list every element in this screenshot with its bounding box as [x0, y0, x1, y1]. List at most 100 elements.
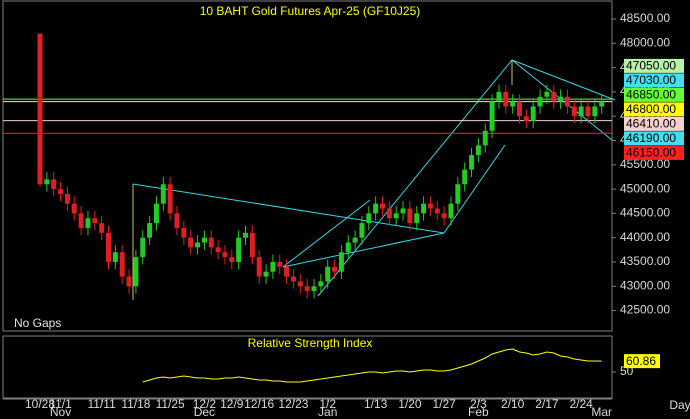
- x-tick-label: 11/25: [156, 397, 185, 411]
- candle-body: [236, 237, 242, 262]
- x-unit: Day: [669, 398, 690, 412]
- month-label: Nov: [50, 405, 71, 419]
- candle-body: [523, 116, 529, 122]
- y-tick-label: 48000.00: [620, 35, 670, 49]
- x-tick-label: 10/28: [25, 397, 55, 411]
- y-tick-label: 44000.00: [620, 230, 670, 244]
- candle-body: [475, 145, 481, 156]
- candle-body: [482, 130, 488, 146]
- candle-body: [126, 276, 132, 287]
- y-tick-label: 43000.00: [620, 278, 670, 292]
- candle-body: [537, 96, 543, 107]
- candle-body: [373, 203, 379, 214]
- y-tick-label: 48500.00: [620, 11, 670, 25]
- level-label-box: [624, 87, 684, 102]
- candle-body: [407, 208, 413, 224]
- x-tick-label: 2/24: [569, 397, 593, 411]
- candle-body: [510, 101, 516, 107]
- candle-body: [290, 276, 296, 282]
- x-tick-label: 12/23: [278, 397, 308, 411]
- level-label-box: [624, 116, 684, 131]
- candle-body: [106, 232, 111, 262]
- trendline: [511, 59, 616, 101]
- candle-body: [311, 286, 317, 292]
- candle-body: [249, 232, 255, 258]
- month-label: Mar: [591, 405, 612, 419]
- x-tick-label: 1/2: [319, 397, 336, 411]
- candle-body: [188, 237, 194, 248]
- candle-body: [386, 208, 392, 219]
- y-tick-label: 44500.00: [620, 206, 670, 220]
- candle-body: [578, 106, 584, 117]
- x-tick-label: 11/18: [121, 397, 150, 411]
- candle-body: [434, 208, 440, 214]
- rsi-last-box: [624, 354, 660, 369]
- candle-body: [544, 91, 550, 97]
- candle-body: [427, 203, 433, 209]
- y-tick-label: 45000.00: [620, 181, 670, 195]
- candle-body: [58, 189, 64, 194]
- candle-body: [229, 257, 235, 262]
- candle-body: [85, 218, 91, 228]
- candle-body: [455, 184, 461, 204]
- candle-body: [78, 213, 84, 228]
- level-label-box: [624, 73, 684, 88]
- candle-body: [215, 247, 221, 253]
- candle-body: [167, 184, 173, 214]
- x-tick-label: 12/2: [193, 397, 217, 411]
- candle-body: [133, 257, 139, 287]
- candle-body: [318, 281, 324, 287]
- month-label: Jan: [318, 405, 337, 419]
- candle-body: [558, 96, 564, 102]
- candle-body: [147, 223, 153, 238]
- x-tick-label: 2/3: [470, 397, 487, 411]
- candle-body: [503, 91, 509, 107]
- month-label: Dec: [194, 405, 215, 419]
- trendline: [282, 232, 445, 268]
- candle-body: [243, 232, 248, 238]
- candle-body: [448, 203, 454, 219]
- candle-body: [297, 281, 303, 287]
- candle-body: [332, 266, 338, 272]
- candle-body: [551, 91, 557, 102]
- candle-body: [393, 213, 399, 219]
- y-tick-label: 43500.00: [620, 254, 670, 268]
- candle-body: [469, 155, 475, 170]
- level-label: 46190.00: [626, 131, 676, 145]
- candle-body: [112, 252, 118, 262]
- x-tick-label: 11/11: [88, 397, 117, 411]
- candle-body: [571, 106, 577, 117]
- candle-body: [44, 179, 50, 185]
- candle-body: [71, 203, 77, 214]
- x-tick-label: 2/17: [535, 397, 559, 411]
- x-tick-label: 11/1: [49, 397, 72, 411]
- level-label-box: [624, 102, 684, 117]
- candle-body: [338, 252, 344, 272]
- candle-body: [366, 213, 372, 224]
- y-tick-label: 42500.00: [620, 303, 670, 317]
- price-panel: [2, 0, 613, 332]
- candle-body: [414, 213, 420, 224]
- candle-body: [195, 242, 201, 248]
- candle-body: [119, 252, 125, 277]
- x-tick-label: 1/20: [398, 397, 422, 411]
- level-label-box: [624, 145, 684, 160]
- x-tick-label: 12/9: [220, 397, 244, 411]
- candle-body: [400, 208, 406, 214]
- candle-body: [284, 266, 290, 277]
- candle-body: [201, 237, 207, 243]
- candle-body: [359, 223, 365, 238]
- level-label: 46800.00: [626, 102, 676, 116]
- rsi-last-label: 60.86: [626, 354, 656, 368]
- candle-body: [99, 223, 105, 233]
- month-label: Feb: [468, 405, 489, 419]
- candle-body: [140, 237, 146, 258]
- y-tick-label: 45500.00: [620, 157, 670, 171]
- candle-body: [304, 286, 310, 292]
- candle-body: [174, 213, 180, 228]
- candle-body: [496, 91, 502, 102]
- candle-body: [530, 106, 536, 122]
- rsi-line: [142, 348, 602, 383]
- candle-body: [181, 227, 187, 238]
- candle-body: [222, 252, 228, 258]
